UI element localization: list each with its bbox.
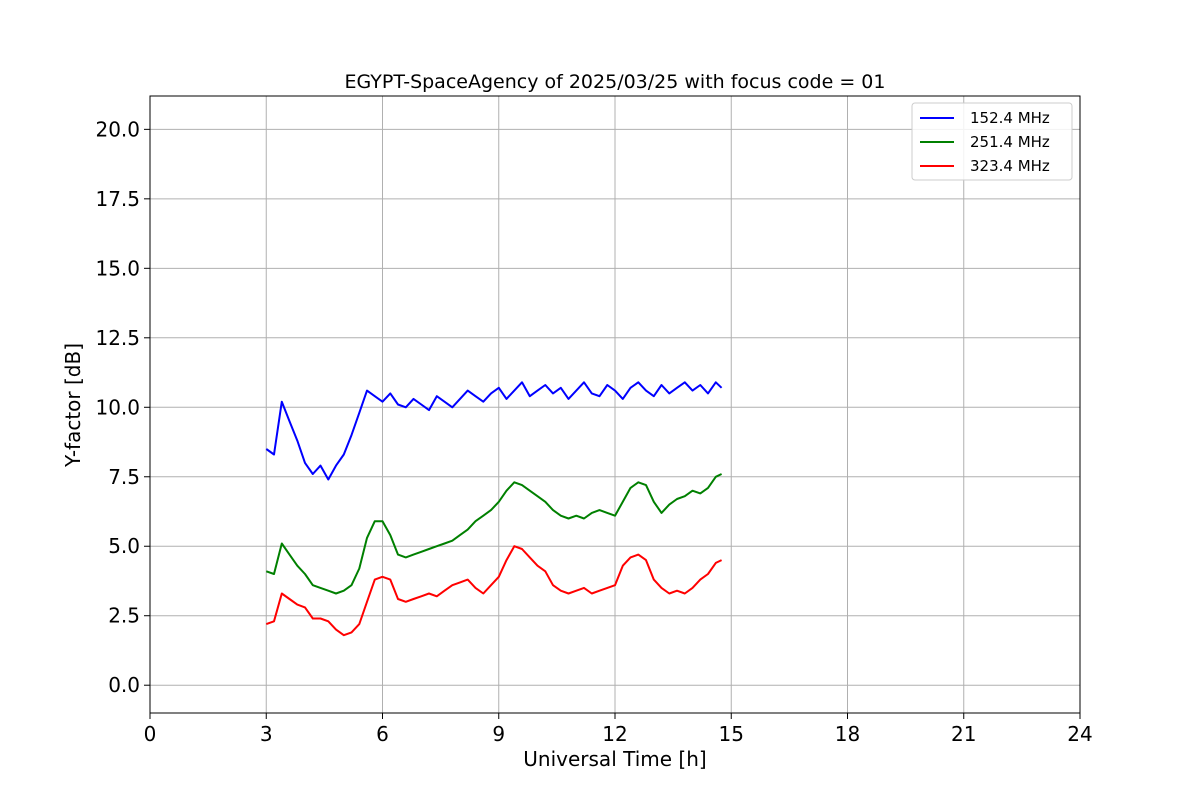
y-axis-ticks: 0.0 2.5 5.0 7.5 10.0 12.5 15.0 17.5 20.0: [95, 117, 150, 697]
x-tick-label: 12: [602, 722, 627, 746]
legend-label: 251.4 MHz: [970, 133, 1050, 151]
y-tick-label: 17.5: [95, 187, 140, 211]
series-line-323-4-mhz: [265, 545, 723, 637]
x-tick-label: 21: [951, 722, 976, 746]
legend: 152.4 MHz 251.4 MHz 323.4 MHz: [911, 102, 1073, 181]
x-tick-label: 24: [1067, 722, 1092, 746]
x-axis-label: Universal Time [h]: [523, 747, 706, 771]
series-line-251-4-mhz: [265, 473, 723, 595]
x-axis-ticks: 0 3 6 9 12 15 18 21 24: [144, 713, 1093, 746]
chart-title: EGYPT-SpaceAgency of 2025/03/25 with foc…: [345, 71, 886, 93]
series-line-152-4-mhz: [265, 381, 723, 481]
legend-box: [911, 102, 1073, 181]
legend-label: 323.4 MHz: [970, 157, 1050, 175]
x-tick-label: 3: [260, 722, 273, 746]
y-tick-label: 10.0: [95, 395, 140, 419]
y-axis-label: Y-factor [dB]: [61, 343, 85, 468]
y-tick-label: 2.5: [108, 604, 140, 628]
y-tick-label: 5.0: [108, 534, 140, 558]
x-tick-label: 18: [835, 722, 860, 746]
x-tick-label: 0: [144, 722, 157, 746]
y-tick-label: 0.0: [108, 673, 140, 697]
x-tick-label: 6: [376, 722, 389, 746]
y-tick-label: 7.5: [108, 465, 140, 489]
y-tick-label: 20.0: [95, 117, 140, 141]
y-tick-label: 15.0: [95, 256, 140, 280]
y-tick-label: 12.5: [95, 326, 140, 350]
plot-series: [265, 381, 723, 637]
legend-label: 152.4 MHz: [970, 109, 1050, 127]
x-tick-label: 9: [492, 722, 505, 746]
x-tick-label: 15: [719, 722, 744, 746]
